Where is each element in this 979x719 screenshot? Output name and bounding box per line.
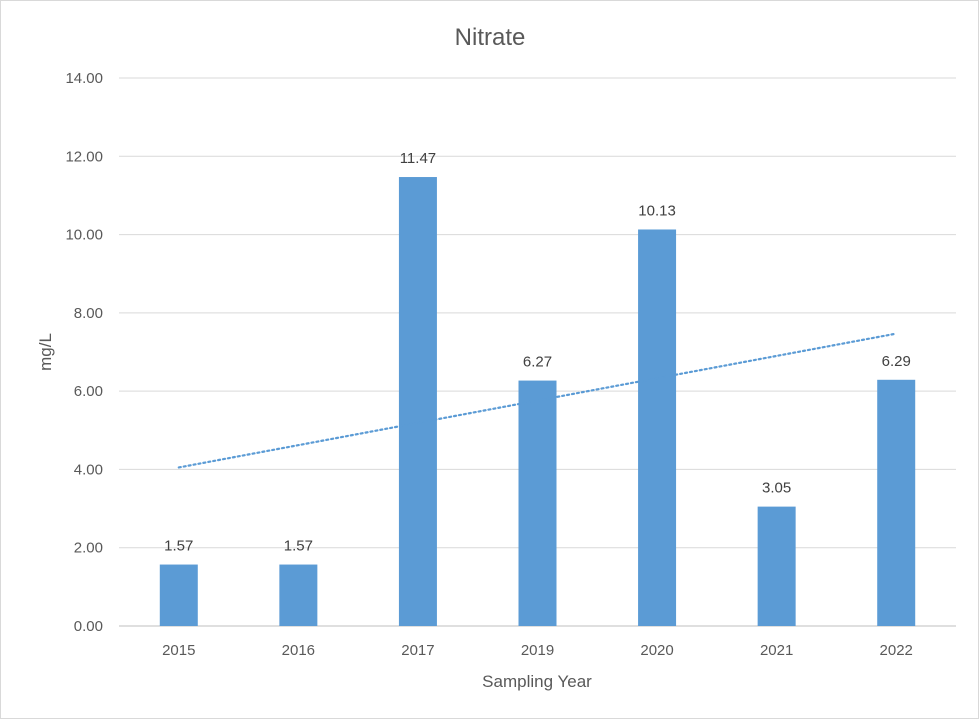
trendline-group (177, 332, 898, 469)
x-tick-label: 2016 (282, 642, 315, 659)
y-tick-label: 8.00 (74, 305, 103, 322)
y-axis-ticks: 0.00 2.00 4.00 6.00 8.00 10.00 12.00 14.00 (65, 70, 103, 635)
y-tick-label: 6.00 (74, 383, 103, 400)
data-label-2017: 11.47 (400, 150, 436, 167)
x-tick-label: 2020 (640, 642, 673, 659)
x-tick-label: 2022 (880, 642, 913, 659)
y-tick-label: 10.00 (65, 227, 103, 244)
bar-2020 (638, 229, 677, 627)
bars (159, 177, 916, 627)
x-axis-title: Sampling Year (482, 672, 592, 691)
y-tick-label: 0.00 (74, 618, 103, 635)
bar-2022 (877, 379, 916, 626)
y-tick-label: 4.00 (74, 461, 103, 478)
data-label-2015: 1.57 (164, 538, 193, 555)
trendline (177, 332, 898, 469)
y-tick-label: 2.00 (74, 540, 103, 557)
chart-title: Nitrate (455, 24, 526, 51)
y-tick-label: 14.00 (65, 70, 103, 87)
data-labels: 1.57 1.57 11.47 6.27 10.13 3.05 6.29 (164, 150, 911, 555)
x-tick-label: 2015 (162, 642, 195, 659)
data-label-2020: 10.13 (638, 202, 676, 219)
bar-2017 (398, 177, 437, 626)
x-tick-label: 2021 (760, 642, 793, 659)
bar-2016 (279, 564, 318, 626)
y-axis-title: mg/L (36, 333, 55, 371)
x-tick-label: 2019 (521, 642, 554, 659)
data-label-2021: 3.05 (762, 480, 791, 497)
bar-2015 (159, 564, 198, 626)
x-tick-label: 2017 (401, 642, 434, 659)
data-label-2019: 6.27 (523, 354, 552, 371)
bar-2021 (757, 506, 796, 626)
y-tick-label: 12.00 (65, 148, 103, 165)
x-axis-ticks: 2015 2016 2017 2019 2020 2021 2022 (162, 642, 913, 659)
data-label-2016: 1.57 (284, 538, 313, 555)
bar-2019 (518, 380, 557, 626)
data-label-2022: 6.29 (882, 353, 911, 370)
